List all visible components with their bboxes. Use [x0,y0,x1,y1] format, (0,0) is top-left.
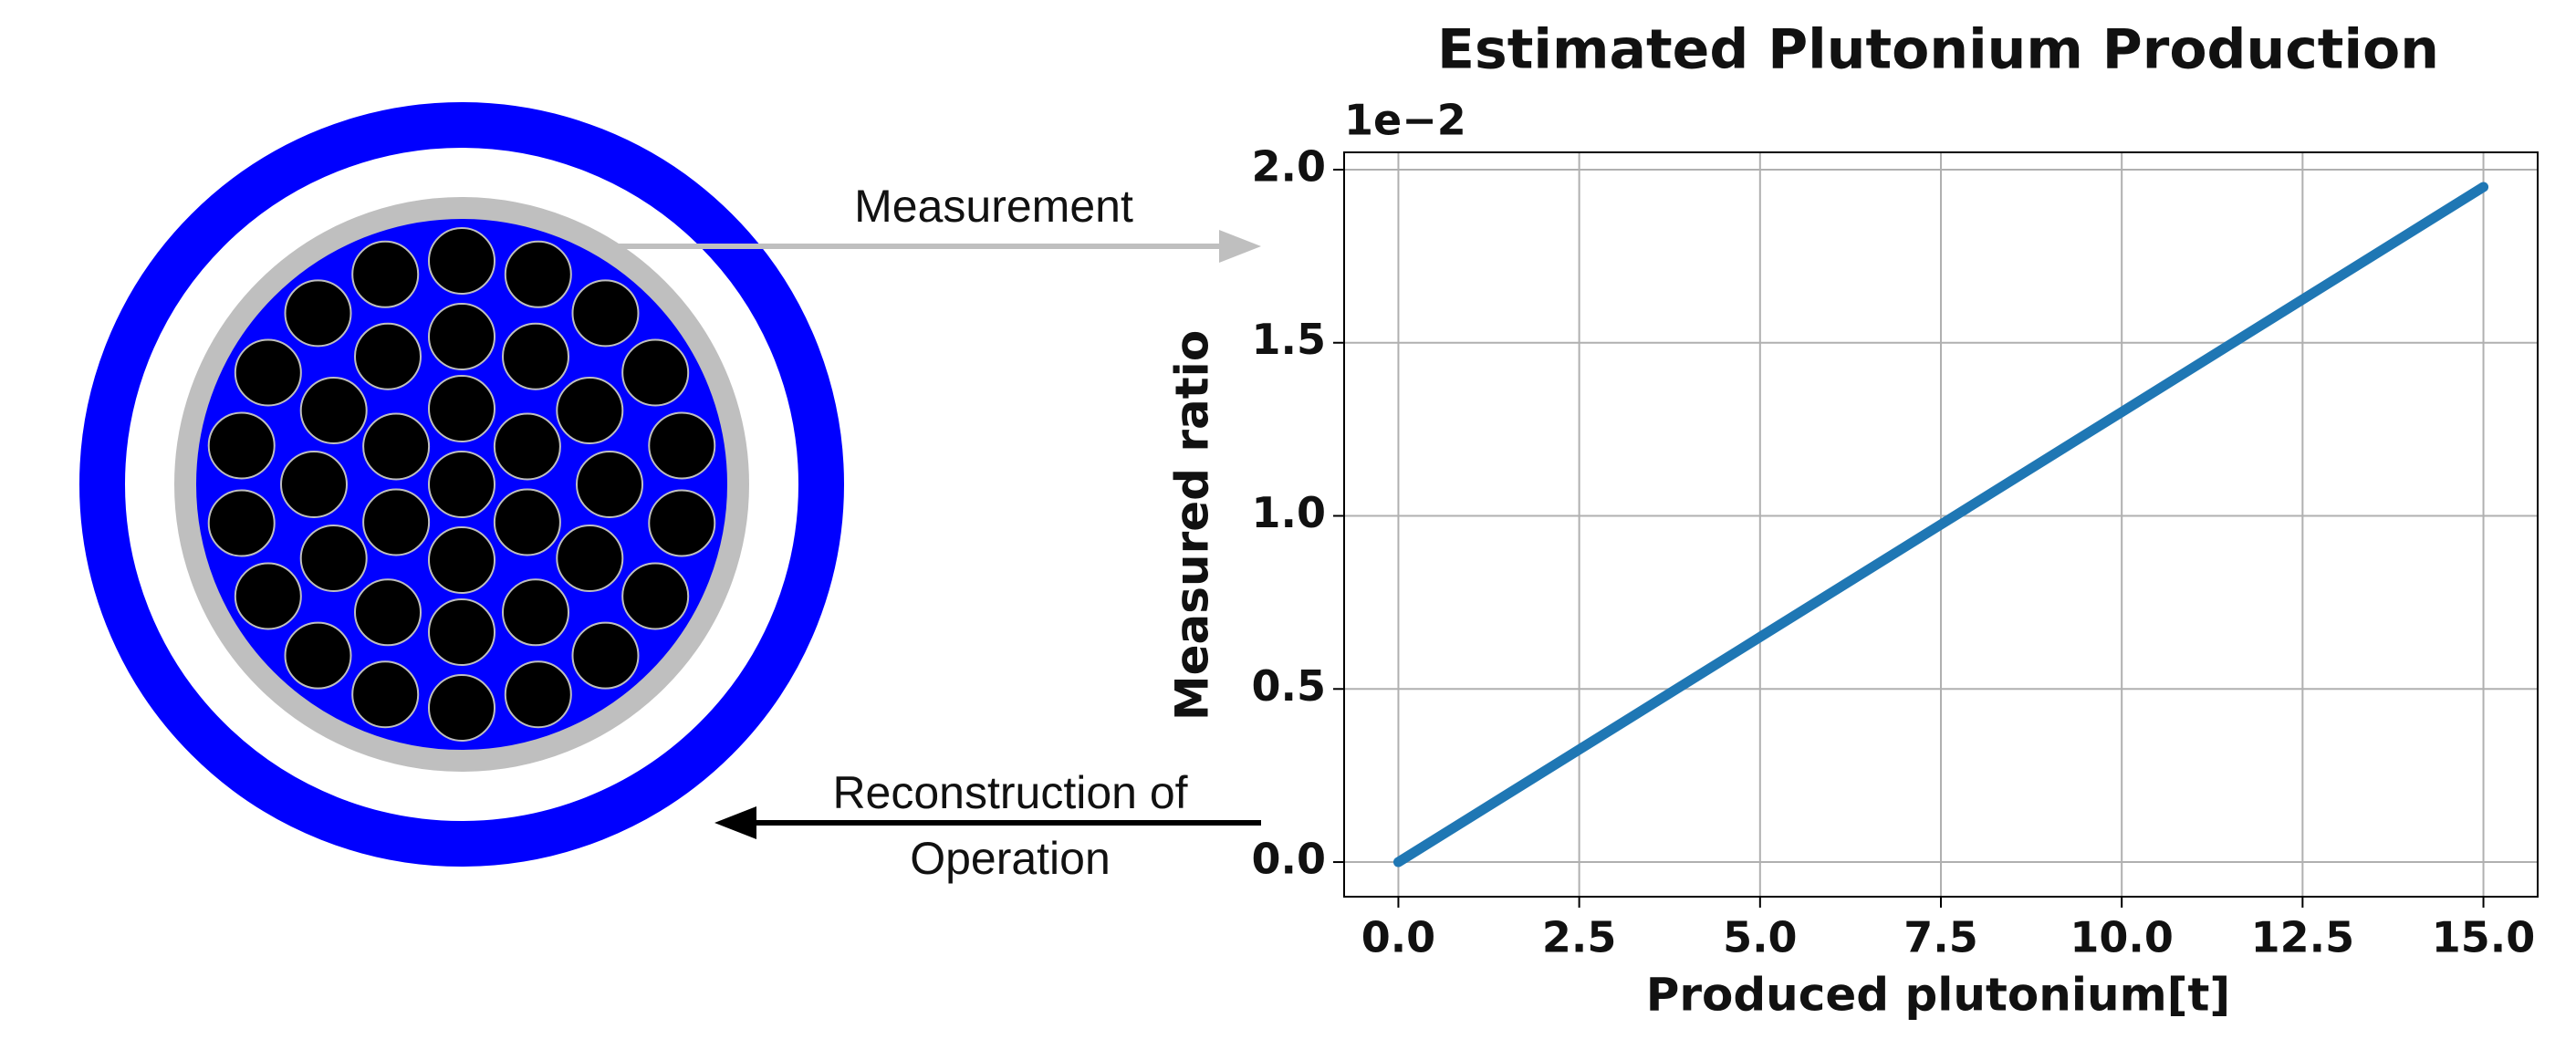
pin [235,340,301,406]
y-tick-label: 0.5 [1252,661,1327,711]
pin [649,412,714,478]
pin [352,242,418,307]
y-axis-label: Measured ratio [1166,330,1219,721]
pin [286,280,351,346]
pin [506,661,571,727]
x-tick-label: 15.0 [2432,913,2536,962]
y-tick-label: 0.0 [1252,835,1327,884]
pin [429,599,495,665]
pin [429,675,495,741]
measurement-label: Measurement [854,181,1133,232]
pin [429,376,495,442]
y-offset-label: 1e−2 [1344,96,1466,145]
x-tick-label: 2.5 [1542,913,1617,962]
chart-title: Estimated Plutonium Production [1437,18,2439,82]
pin [506,242,571,307]
arrow-head [714,806,756,839]
pin [622,340,688,406]
pin [355,324,421,390]
reconstruction-label: Operation [910,833,1111,884]
pin [495,414,560,480]
x-tick-label: 0.0 [1361,913,1436,962]
plot: 0.0 2.5 5.0 7.5 10.0 12.5 15.0 0.0 0.5 1.0 1.5 2.0 [1252,141,2539,961]
pin [235,564,301,629]
pin [363,490,429,556]
x-tick-label: 10.0 [2070,913,2174,962]
pin [301,378,367,443]
arrow-head [1219,230,1261,263]
reconstruction-label: Reconstruction of [832,767,1187,818]
pin [286,623,351,689]
pin [557,378,622,443]
pin [301,525,367,591]
fuel-assembly [102,125,821,844]
pin [572,623,638,689]
pin [429,527,495,593]
x-tick-label: 12.5 [2251,913,2355,962]
pin [495,490,560,556]
pin [649,491,714,556]
pin [363,414,429,480]
pin [209,491,275,556]
pin [355,579,421,645]
pin [622,564,688,629]
pin [429,452,495,517]
pin [209,412,275,478]
pin [572,280,638,346]
x-tick-label: 5.0 [1723,913,1798,962]
pin [429,228,495,294]
y-tick-label: 2.0 [1252,141,1327,191]
x-tick-label: 7.5 [1903,913,1978,962]
pin [281,452,347,517]
pin [352,661,418,727]
pin [557,525,622,591]
y-tick-label: 1.0 [1252,488,1327,537]
pin [429,304,495,369]
y-tick-label: 1.5 [1252,315,1327,364]
pin [503,324,568,390]
figure: Measurement Reconstruction of Operation … [0,0,2576,1039]
pin [503,579,568,645]
pin [577,452,642,517]
x-axis-label: Produced plutonium[t] [1646,969,2231,1022]
